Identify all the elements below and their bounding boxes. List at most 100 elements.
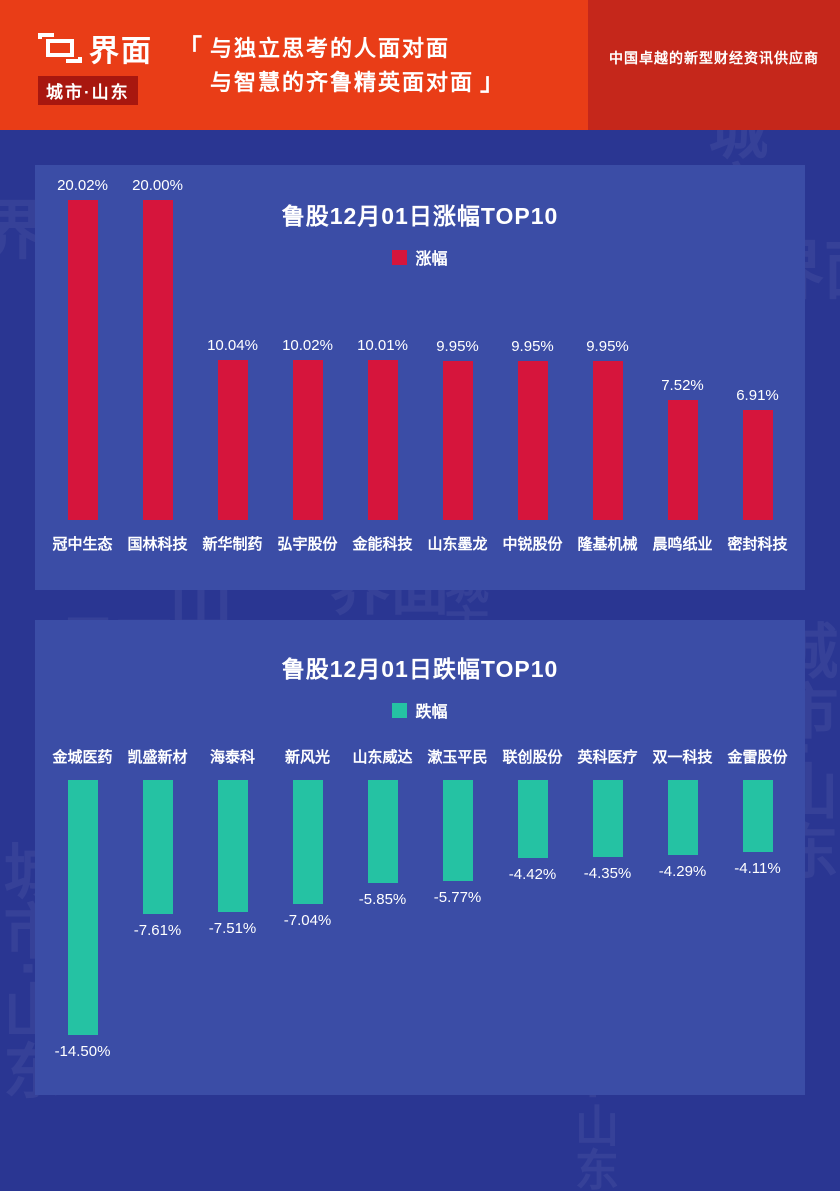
bar-value-label: 9.95% <box>586 338 629 355</box>
bar-value-label: -4.35% <box>583 865 632 882</box>
logo-region-badge: 城市·山东 <box>38 76 138 105</box>
bar-category-label: 晨鸣纸业 <box>652 536 713 553</box>
gainers-bar-chart: 20.02% 冠中生态 20.00% 国林科技 10.04% 新华制药 10.02% 弘宇股份… <box>35 165 805 563</box>
chart-column: 20.02% 冠中生态 <box>45 165 120 563</box>
bar <box>592 780 623 857</box>
bar-category-label: 金能科技 <box>352 536 413 553</box>
bar-category-label: 中锐股份 <box>502 536 563 553</box>
jiemian-logo: 界面 城市·山东 <box>38 26 153 105</box>
chart-column: 漱玉平民 -5.77% <box>420 746 495 1060</box>
chart-column: 20.00% 国林科技 <box>120 165 195 563</box>
quote-line-2: 与智慧的齐鲁精英面对面 <box>210 70 475 95</box>
losers-legend: 跌幅 <box>35 698 805 722</box>
bar <box>67 780 98 1035</box>
chart-column: 9.95% 隆基机械 <box>570 165 645 563</box>
bar-value-label: 10.02% <box>282 337 333 354</box>
chart-column: 6.91% 密封科技 <box>720 165 795 563</box>
bar-category-label: 国林科技 <box>127 536 188 553</box>
tagline-band: 中国卓越的新型财经资讯供应商 <box>588 0 840 130</box>
quote-lines: 与独立思考的人面对面 与智慧的齐鲁精英面对面 <box>210 32 474 100</box>
chart-column: 英科医疗 -4.35% <box>570 746 645 1060</box>
bar-value-label: -5.77% <box>433 889 482 906</box>
header: 界面 城市·山东 「 与独立思考的人面对面 与智慧的齐鲁精英面对面 」 中国卓越… <box>0 0 840 130</box>
bar <box>292 360 323 520</box>
losers-legend-label: 跌幅 <box>415 704 448 721</box>
bar-category-label: 新风光 <box>284 749 330 766</box>
bar-value-label: -7.04% <box>283 912 332 929</box>
bar <box>217 360 248 520</box>
bar-value-label: -7.51% <box>208 920 257 937</box>
quote-close-bracket: 」 <box>480 69 507 96</box>
bar-value-label: 20.02% <box>57 177 108 194</box>
bar-category-label: 冠中生态 <box>52 536 113 553</box>
bar-category-label: 密封科技 <box>727 536 788 553</box>
bar <box>142 780 173 914</box>
chart-column: 新风光 -7.04% <box>270 746 345 1060</box>
chart-column: 金雷股份 -4.11% <box>720 746 795 1060</box>
jiemian-logo-top: 界面 <box>38 26 153 70</box>
bar-category-label: 金城医药 <box>52 749 113 766</box>
bar-category-label: 新华制药 <box>202 536 263 553</box>
bar <box>217 780 248 912</box>
chart-column: 联创股份 -4.42% <box>495 746 570 1060</box>
bar <box>742 780 773 852</box>
bar <box>292 780 323 904</box>
losers-panel: 鲁股12月01日跌幅TOP10 跌幅 金城医药 -14.50% 凯盛新材 -7.61%… <box>35 620 805 1095</box>
bar-value-label: 10.01% <box>357 337 408 354</box>
bar-category-label: 隆基机械 <box>577 536 638 553</box>
bar-value-label: 20.00% <box>132 177 183 194</box>
gainers-panel: 鲁股12月01日涨幅TOP10 涨幅 20.02% 冠中生态 20.00% 国林科技 1… <box>35 165 805 590</box>
bar-value-label: -7.61% <box>133 922 182 939</box>
header-quote: 「 与独立思考的人面对面 与智慧的齐鲁精英面对面 」 <box>178 32 506 100</box>
losers-legend-swatch <box>392 702 408 718</box>
bar-category-label: 弘宇股份 <box>277 536 338 553</box>
gainers-chart-title: 鲁股12月01日涨幅TOP10 <box>281 203 559 229</box>
bar-category-label: 联创股份 <box>502 749 563 766</box>
bar <box>367 780 398 883</box>
bar <box>367 360 398 520</box>
quote-line-1: 与独立思考的人面对面 <box>210 36 451 61</box>
bar-category-label: 凯盛新材 <box>127 749 188 766</box>
bar-value-label: -4.42% <box>508 866 557 883</box>
bar-category-label: 金雷股份 <box>727 749 788 766</box>
chart-column: 山东威达 -5.85% <box>345 746 420 1060</box>
chart-column: 9.95% 山东墨龙 <box>420 165 495 563</box>
losers-chart-title: 鲁股12月01日跌幅TOP10 <box>281 656 559 682</box>
bar <box>742 410 773 520</box>
bar-category-label: 双一科技 <box>652 749 713 766</box>
chart-column: 9.95% 中锐股份 <box>495 165 570 563</box>
bar-category-label: 海泰科 <box>209 749 255 766</box>
bar-value-label: 7.52% <box>661 377 704 394</box>
chart-column: 双一科技 -4.29% <box>645 746 720 1060</box>
bar-value-label: -4.29% <box>658 863 707 880</box>
logo-wordmark: 界面 <box>89 35 153 68</box>
bar-value-label: 6.91% <box>736 387 779 404</box>
bar <box>442 361 473 520</box>
chart-column: 10.04% 新华制药 <box>195 165 270 563</box>
chart-column: 10.01% 金能科技 <box>345 165 420 563</box>
jiemian-logo-icon <box>38 33 82 63</box>
bar-value-label: -4.11% <box>734 860 781 877</box>
bar-value-label: 9.95% <box>511 338 554 355</box>
bar-value-label: -14.50% <box>54 1043 111 1060</box>
bar-value-label: 10.04% <box>207 337 258 354</box>
bar <box>517 780 548 858</box>
gainers-legend-swatch <box>392 249 408 265</box>
gainers-legend: 涨幅 <box>35 245 805 269</box>
bar <box>142 200 173 520</box>
bar-category-label: 英科医疗 <box>577 749 638 766</box>
chart-column: 7.52% 晨鸣纸业 <box>645 165 720 563</box>
losers-bar-chart: 金城医药 -14.50% 凯盛新材 -7.61% 海泰科 -7.51% 新风光 -7.04% 山… <box>35 746 805 1060</box>
bar-value-label: 9.95% <box>436 338 479 355</box>
bar <box>67 200 98 520</box>
gainers-legend-label: 涨幅 <box>415 251 448 268</box>
chart-column: 海泰科 -7.51% <box>195 746 270 1060</box>
chart-column: 金城医药 -14.50% <box>45 746 120 1060</box>
bar <box>517 361 548 520</box>
chart-column: 10.02% 弘宇股份 <box>270 165 345 563</box>
chart-column: 凯盛新材 -7.61% <box>120 746 195 1060</box>
bar-category-label: 山东威达 <box>352 749 413 766</box>
bar-category-label: 漱玉平民 <box>427 749 488 766</box>
bar <box>667 400 698 520</box>
